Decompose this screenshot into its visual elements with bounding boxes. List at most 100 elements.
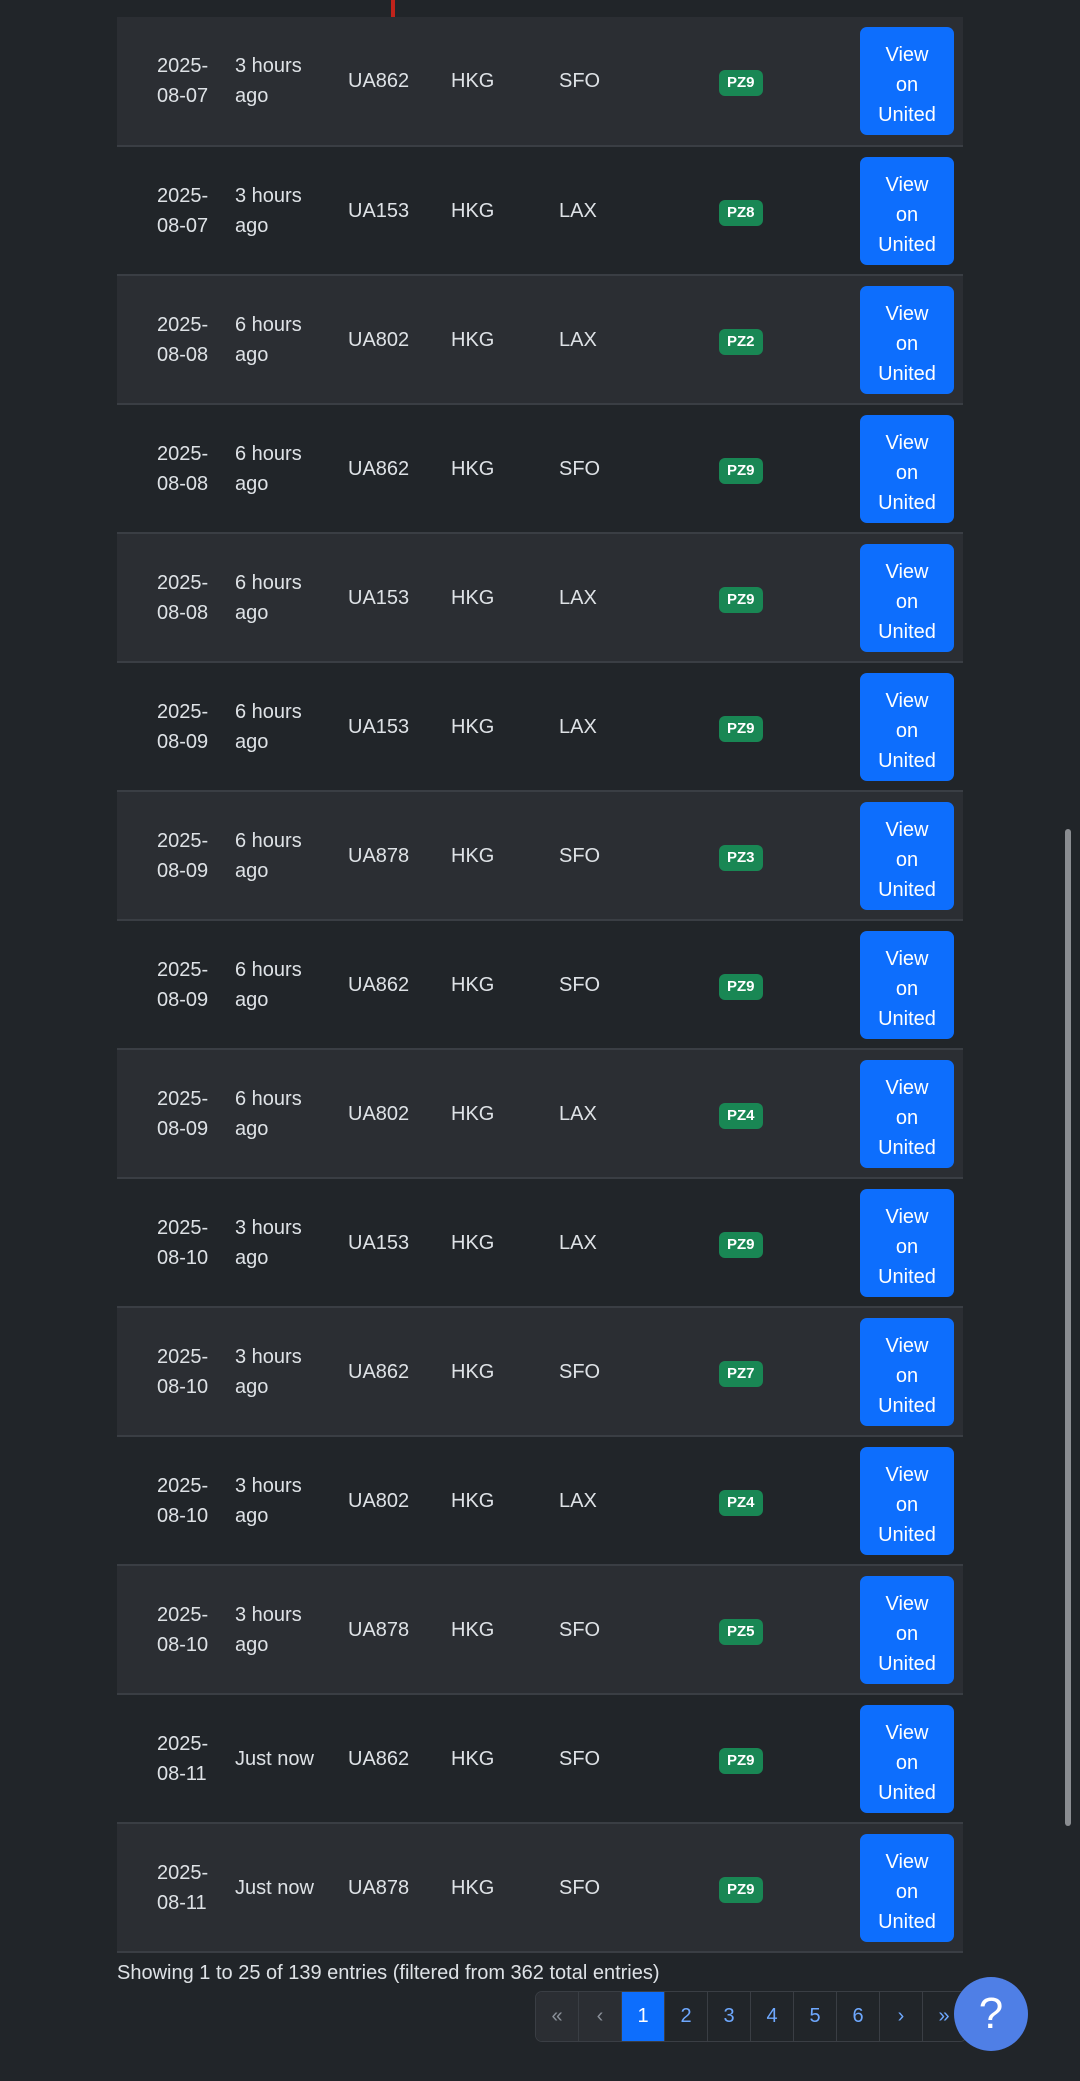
table-row: 2025- 08-09 6 hours ago UA862 HKG SFO PZ9 … <box>117 920 963 1049</box>
table-row: 2025- 08-09 6 hours ago UA802 HKG LAX PZ4 … <box>117 1049 963 1178</box>
action-cell: View on United <box>860 920 963 1049</box>
destination-cell: SFO <box>559 457 601 480</box>
destination-cell: SFO <box>559 1747 601 1770</box>
fare-cell: PZ9 <box>719 17 860 146</box>
updated-cell: 6 hours ago <box>235 313 302 366</box>
fare-class-badge: PZ9 <box>719 973 763 1000</box>
flights-table: 2025- 08-07 3 hours ago UA862 HKG SFO PZ9 … <box>117 17 963 1953</box>
action-cell: View on United <box>860 404 963 533</box>
view-on-united-button[interactable]: View on United <box>860 1317 954 1426</box>
action-cell: View on United <box>860 1436 963 1565</box>
date-cell: 2025- 08-09 <box>157 700 209 753</box>
table-row: 2025- 08-10 3 hours ago UA802 HKG LAX PZ4 … <box>117 1436 963 1565</box>
view-on-united-button[interactable]: View on United <box>860 1704 954 1813</box>
updated-cell: 3 hours ago <box>235 1603 302 1656</box>
help-button[interactable]: ? <box>954 1977 1028 2051</box>
page-button[interactable]: ‹ <box>579 1992 622 2041</box>
fare-class-badge: PZ4 <box>719 1489 763 1516</box>
view-on-united-button[interactable]: View on United <box>860 1188 954 1297</box>
date-cell: 2025- 08-08 <box>157 571 209 624</box>
view-on-united-button[interactable]: View on United <box>860 543 954 652</box>
origin-cell: HKG <box>451 1876 495 1899</box>
view-on-united-button[interactable]: View on United <box>860 1575 954 1684</box>
destination-cell: LAX <box>559 1231 597 1254</box>
flight-cell: UA802 <box>348 1489 410 1512</box>
date-cell: 2025- 08-11 <box>157 1732 209 1785</box>
page-button[interactable]: « <box>536 1992 579 2041</box>
flight-cell: UA878 <box>348 1876 410 1899</box>
action-cell: View on United <box>860 17 963 146</box>
origin-cell: HKG <box>451 328 495 351</box>
view-on-united-button[interactable]: View on United <box>860 285 954 394</box>
origin-cell: HKG <box>451 1618 495 1641</box>
date-cell: 2025- 08-09 <box>157 958 209 1011</box>
page-button[interactable]: 3 <box>708 1992 751 2041</box>
view-on-united-button[interactable]: View on United <box>860 1833 954 1942</box>
fare-class-badge: PZ8 <box>719 199 763 226</box>
fare-cell: PZ8 <box>719 146 860 275</box>
page-button[interactable]: 1 <box>622 1992 665 2041</box>
origin-cell: HKG <box>451 70 495 92</box>
view-on-united-button[interactable]: View on United <box>860 156 954 265</box>
flight-cell: UA862 <box>348 1747 410 1770</box>
view-on-united-button[interactable]: View on United <box>860 672 954 781</box>
fare-class-badge: PZ9 <box>719 586 763 613</box>
destination-cell: SFO <box>559 1618 601 1641</box>
destination-cell: LAX <box>559 199 597 222</box>
page-button[interactable]: 6 <box>837 1992 880 2041</box>
question-icon: ? <box>978 1989 1004 2038</box>
date-cell: 2025- 08-10 <box>157 1474 209 1527</box>
fare-class-badge: PZ9 <box>719 457 763 484</box>
flight-cell: UA862 <box>348 457 410 480</box>
table-row: 2025- 08-07 3 hours ago UA862 HKG SFO PZ9 … <box>117 17 963 146</box>
view-on-united-button[interactable]: View on United <box>860 930 954 1039</box>
origin-cell: HKG <box>451 1747 495 1770</box>
destination-cell: LAX <box>559 1489 597 1512</box>
origin-cell: HKG <box>451 973 495 996</box>
destination-cell: LAX <box>559 328 597 351</box>
view-on-united-button[interactable]: View on United <box>860 1059 954 1168</box>
flight-cell: UA878 <box>348 844 410 867</box>
updated-cell: 3 hours ago <box>235 1474 302 1527</box>
destination-cell: LAX <box>559 715 597 738</box>
fare-cell: PZ9 <box>719 1823 860 1952</box>
page-button[interactable]: 5 <box>794 1992 837 2041</box>
fare-class-badge: PZ9 <box>719 1876 763 1903</box>
page-button[interactable]: 4 <box>751 1992 794 2041</box>
fare-class-badge: PZ3 <box>719 844 763 871</box>
origin-cell: HKG <box>451 715 495 738</box>
fare-class-badge: PZ9 <box>719 1231 763 1258</box>
flight-cell: UA862 <box>348 973 410 996</box>
date-cell: 2025- 08-07 <box>157 184 209 237</box>
fare-cell: PZ9 <box>719 1694 860 1823</box>
origin-cell: HKG <box>451 457 495 480</box>
table-row: 2025- 08-08 6 hours ago UA153 HKG LAX PZ9 … <box>117 533 963 662</box>
action-cell: View on United <box>860 533 963 662</box>
fare-cell: PZ5 <box>719 1565 860 1694</box>
fare-cell: PZ2 <box>719 275 860 404</box>
fare-cell: PZ7 <box>719 1307 860 1436</box>
date-cell: 2025- 08-09 <box>157 829 209 882</box>
origin-cell: HKG <box>451 1489 495 1512</box>
fare-cell: PZ9 <box>719 662 860 791</box>
flight-cell: UA862 <box>348 1360 410 1383</box>
origin-cell: HKG <box>451 1360 495 1383</box>
flight-cell: UA802 <box>348 328 410 351</box>
table-row: 2025- 08-07 3 hours ago UA153 HKG LAX PZ8 … <box>117 146 963 275</box>
view-on-united-button[interactable]: View on United <box>860 801 954 910</box>
fare-cell: PZ4 <box>719 1049 860 1178</box>
page-button[interactable]: 2 <box>665 1992 708 2041</box>
action-cell: View on United <box>860 1565 963 1694</box>
chart-marker-line <box>391 0 395 17</box>
scrollbar[interactable] <box>1065 829 1071 1826</box>
action-cell: View on United <box>860 275 963 404</box>
view-on-united-button[interactable]: View on United <box>860 27 954 135</box>
view-on-united-button[interactable]: View on United <box>860 414 954 523</box>
view-on-united-button[interactable]: View on United <box>860 1446 954 1555</box>
table-row: 2025- 08-11 Just now UA878 HKG SFO PZ9 Vi… <box>117 1823 963 1952</box>
table-row: 2025- 08-10 3 hours ago UA878 HKG SFO PZ5 … <box>117 1565 963 1694</box>
flight-cell: UA153 <box>348 715 410 738</box>
fare-class-badge: PZ7 <box>719 1360 763 1387</box>
page-button[interactable]: › <box>880 1992 923 2041</box>
date-cell: 2025- 08-11 <box>157 1861 209 1914</box>
